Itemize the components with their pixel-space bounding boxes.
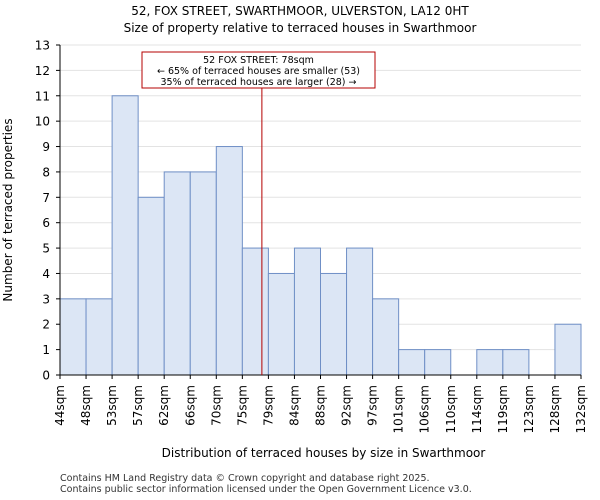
y-tick-label: 2	[42, 318, 50, 332]
x-tick-label: 92sqm	[340, 385, 354, 426]
chart-title: 52, FOX STREET, SWARTHMOOR, ULVERSTON, L…	[131, 4, 469, 18]
histogram-bar	[85, 298, 113, 376]
histogram-bar	[111, 95, 139, 376]
x-tick-label: 70sqm	[209, 385, 223, 426]
histogram-bar	[189, 171, 217, 376]
y-tick-label: 11	[35, 89, 50, 103]
histogram-bar	[215, 146, 243, 376]
histogram-bar	[398, 349, 426, 376]
x-tick-label: 66sqm	[183, 385, 197, 426]
histogram-bar	[372, 298, 400, 376]
annotation-box: 52 FOX STREET: 78sqm ← 65% of terraced h…	[141, 51, 376, 89]
y-tick-label: 3	[42, 292, 50, 306]
x-tick-label: 79sqm	[261, 385, 275, 426]
histogram-bar	[137, 196, 165, 376]
y-axis-label: Number of terraced properties	[1, 118, 15, 301]
histogram-bar	[241, 247, 269, 376]
x-tick-label: 97sqm	[366, 385, 380, 426]
y-tick-label: 7	[42, 191, 50, 205]
annotation-line-smaller: ← 65% of terraced houses are smaller (53…	[157, 66, 360, 77]
y-tick-label: 9	[42, 140, 50, 154]
histogram-bar	[502, 349, 530, 376]
x-tick-label: 84sqm	[287, 385, 301, 426]
x-tick-label: 110sqm	[444, 385, 458, 433]
x-tick-label: 57sqm	[131, 385, 145, 426]
x-tick-label: 48sqm	[79, 385, 93, 426]
x-tick-label: 62sqm	[157, 385, 171, 426]
histogram-bar	[163, 171, 191, 376]
x-tick-label: 44sqm	[53, 385, 67, 426]
chart-subtitle: Size of property relative to terraced ho…	[123, 21, 477, 35]
x-tick-label: 101sqm	[392, 385, 406, 433]
x-tick-label: 88sqm	[314, 385, 328, 426]
histogram-bar	[554, 323, 582, 376]
x-tick-label: 132sqm	[574, 385, 588, 433]
histogram-bar	[59, 298, 87, 376]
y-tick-label: 8	[42, 165, 50, 179]
y-tick-label: 6	[42, 216, 50, 230]
annotation-line-larger: 35% of terraced houses are larger (28) →	[161, 77, 357, 88]
x-tick-label: 128sqm	[548, 385, 562, 433]
histogram-bar	[346, 247, 374, 376]
y-tick-label: 12	[35, 64, 50, 78]
footer-copyright: Contains HM Land Registry data © Crown c…	[60, 473, 430, 484]
histogram-bar	[424, 349, 452, 376]
y-tick-label: 4	[42, 267, 50, 281]
x-tick-label: 53sqm	[105, 385, 119, 426]
histogram-bar	[320, 272, 348, 376]
y-tick-label: 0	[42, 369, 50, 383]
x-tick-label: 106sqm	[418, 385, 432, 433]
x-tick-label: 123sqm	[522, 385, 536, 433]
histogram-bar	[267, 272, 295, 376]
annotation-line-property: 52 FOX STREET: 78sqm	[203, 55, 314, 66]
x-tick-label: 75sqm	[235, 385, 249, 426]
y-tick-label: 13	[35, 39, 50, 53]
histogram-bar	[293, 247, 322, 376]
y-tick-label: 1	[42, 343, 50, 357]
x-tick-label: 114sqm	[470, 385, 484, 433]
y-tick-label: 10	[35, 115, 50, 129]
x-tick-label: 119sqm	[496, 385, 510, 433]
y-tick-label: 5	[42, 242, 50, 256]
x-axis-label: Distribution of terraced houses by size …	[162, 446, 486, 460]
histogram-bar	[476, 349, 504, 376]
footer-licence: Contains public sector information licen…	[60, 484, 472, 495]
